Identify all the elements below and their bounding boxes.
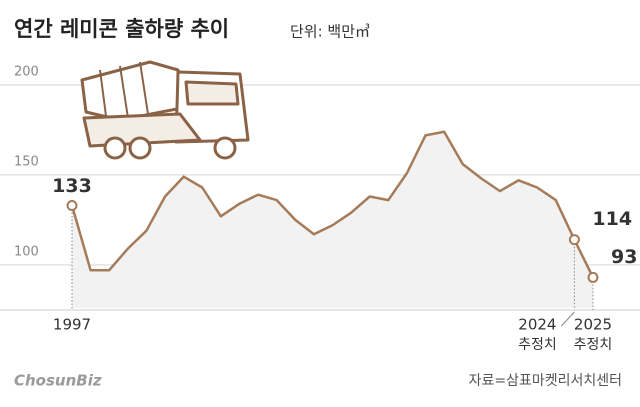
chart-title: 연간 레미콘 출하량 추이 [14, 17, 229, 41]
x-tick-note: 추정치 [518, 337, 557, 353]
line [70, 130, 595, 278]
area [72, 131, 593, 308]
point [66, 199, 78, 211]
value-label: 114 [592, 208, 632, 230]
x-tick-label: 2024 [518, 316, 556, 334]
x-tick-label: 1997 [53, 316, 91, 334]
truck-illustration [80, 60, 250, 160]
chart-subtitle: 단위: 백만㎥ [290, 23, 370, 41]
x-tick-label: 2025 [574, 316, 612, 334]
value-label: 93 [611, 246, 637, 268]
source: 자료=삼표마켓리서치센터 [469, 373, 622, 389]
y-tick-label: 200 [14, 65, 39, 80]
logo: ChosunBiz [14, 372, 102, 390]
point [587, 271, 599, 283]
y-tick-label: 150 [14, 154, 39, 169]
x-tick-note: 추정치 [574, 337, 613, 353]
value-label: 133 [52, 175, 92, 197]
label-connector [561, 311, 575, 327]
y-tick-label: 100 [14, 244, 39, 259]
point [568, 234, 580, 246]
plot-area: 100 150 200 133 114 93 1997 2024 추정치 2025 추정치 [0, 65, 640, 353]
